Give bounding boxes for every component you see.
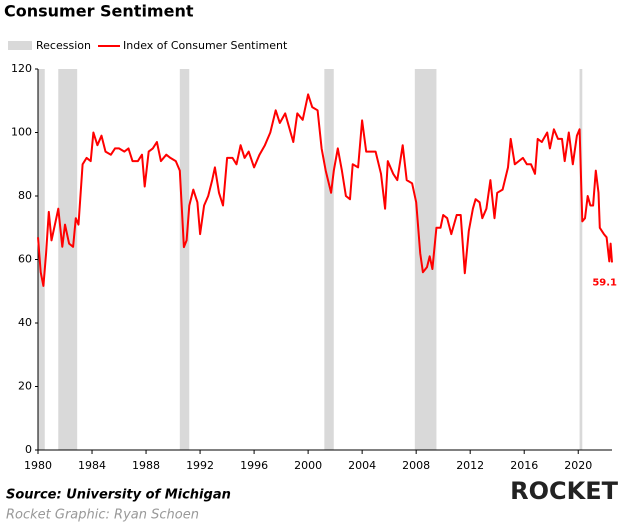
y-tick-label: 60 bbox=[18, 253, 32, 266]
x-tick-label: 1996 bbox=[240, 459, 268, 472]
legend-swatch bbox=[8, 41, 32, 50]
recession-band bbox=[38, 69, 45, 450]
x-tick-label: 2016 bbox=[510, 459, 538, 472]
recession-band bbox=[579, 69, 583, 450]
legend-label: Recession bbox=[36, 39, 91, 52]
chart-title: Consumer Sentiment bbox=[4, 2, 194, 21]
y-tick-label: 120 bbox=[11, 62, 32, 75]
x-tick-label: 1992 bbox=[186, 459, 214, 472]
annotation: 59.1 bbox=[592, 277, 617, 288]
y-tick-label: 80 bbox=[18, 189, 32, 202]
credit: Rocket Graphic: Ryan Schoen bbox=[6, 508, 199, 523]
series-line bbox=[37, 93, 613, 287]
y-tick-label: 100 bbox=[11, 126, 32, 139]
x-tick-label: 2020 bbox=[564, 459, 592, 472]
x-tick-label: 1988 bbox=[132, 459, 160, 472]
x-tick-label: 2008 bbox=[402, 459, 430, 472]
x-tick-label: 2004 bbox=[348, 459, 376, 472]
y-tick-label: 0 bbox=[25, 443, 32, 456]
logo: ROCKET bbox=[510, 477, 618, 505]
recession-band bbox=[179, 69, 190, 450]
x-tick-label: 1984 bbox=[78, 459, 106, 472]
x-tick-label: 2000 bbox=[294, 459, 322, 472]
source: Source: University of Michigan bbox=[6, 488, 231, 503]
recession-band bbox=[58, 69, 78, 450]
recession-band bbox=[414, 69, 437, 450]
legend-label: Index of Consumer Sentiment bbox=[123, 39, 288, 52]
y-tick-label: 20 bbox=[18, 380, 32, 393]
x-tick-label: 1980 bbox=[24, 459, 52, 472]
recession-band bbox=[324, 69, 334, 450]
y-tick-label: 40 bbox=[18, 316, 32, 329]
x-tick-label: 2012 bbox=[456, 459, 484, 472]
